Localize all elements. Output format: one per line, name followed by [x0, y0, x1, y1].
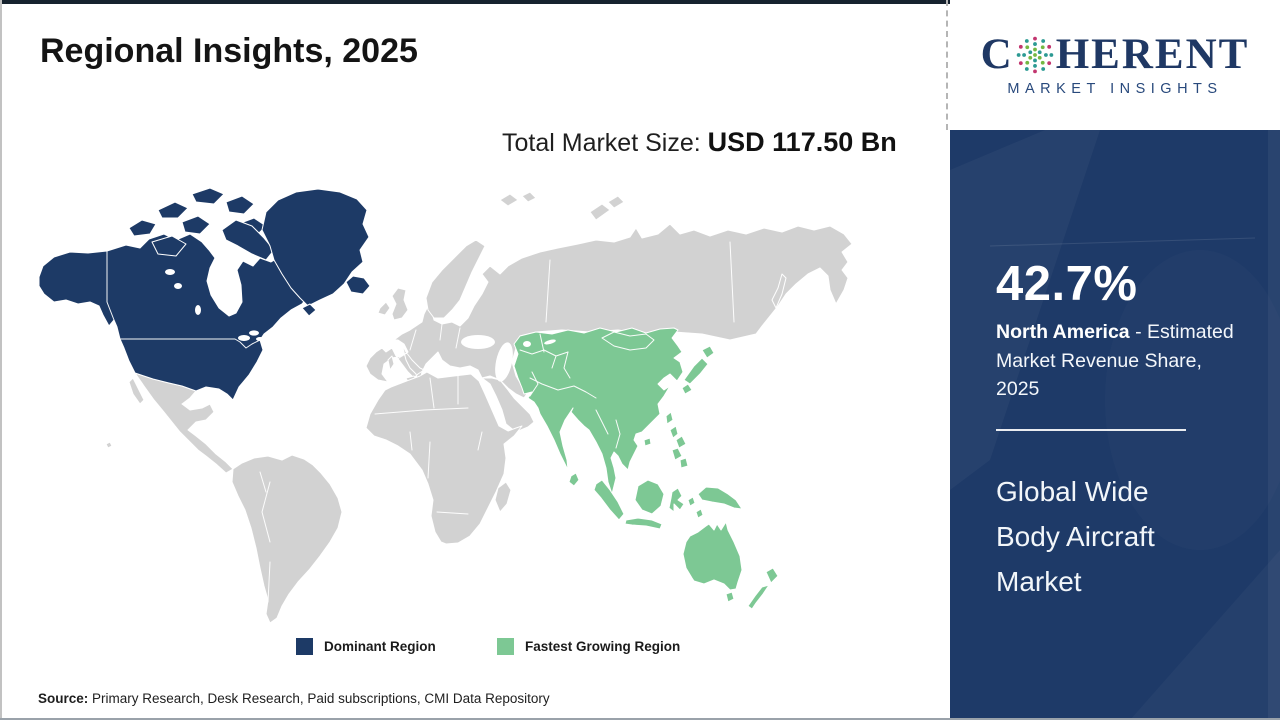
map-sumatra	[593, 479, 625, 521]
source-label: Source:	[38, 691, 89, 706]
total-market-size-value: USD 117.50 Bn	[707, 127, 897, 157]
map-lakes	[165, 269, 264, 341]
map-new-guinea	[697, 486, 743, 510]
map-black-sea	[461, 335, 495, 349]
coherent-logo-globe-icon	[1016, 36, 1053, 73]
map-region-dominant-north-america	[38, 187, 371, 401]
world-map-svg	[38, 187, 853, 624]
map-philippines	[669, 425, 679, 439]
map-borneo	[634, 479, 665, 515]
map-iceland	[345, 275, 371, 295]
market-share-value: 42.7%	[996, 257, 1138, 311]
map-svalbard-2	[521, 191, 537, 203]
map-inland-seas	[461, 335, 556, 382]
market-share-description-text: - Estimated Market Revenue Share, 2025	[996, 321, 1234, 400]
legend-item-dominant: Dominant Region	[296, 638, 436, 655]
world-map	[30, 182, 910, 630]
legend-swatch-fastest-growing	[497, 638, 514, 655]
market-share-description: North America - Estimated Market Revenue…	[996, 318, 1248, 404]
map-aral-sea	[523, 341, 531, 347]
map-hawaii-dot	[105, 441, 113, 449]
top-border	[0, 0, 1280, 4]
legend-item-fastest-growing: Fastest Growing Region	[497, 638, 680, 655]
map-asia-mainland	[513, 327, 684, 495]
sidebar-divider-line	[996, 428, 1186, 431]
map-country-borders-fastest-growing	[519, 331, 655, 449]
total-market-size-label: Total Market Size:	[502, 129, 708, 157]
sidebar-content: 42.7% North America - Estimated Market R…	[950, 130, 1280, 604]
coherent-market-insights-logo: C HERENT	[950, 0, 1280, 130]
map-sardinia	[387, 355, 395, 371]
map-scandinavia	[425, 239, 486, 319]
map-ireland	[377, 301, 391, 316]
map-country-borders-dominant	[106, 250, 261, 349]
bottom-border	[0, 718, 1280, 720]
logo-letters-herent: HERENT	[1055, 31, 1250, 78]
total-market-size: Total Market Size: USD 117.50 Bn	[502, 122, 900, 163]
map-nz-north-island	[765, 567, 779, 584]
sidebar-map-texture	[950, 130, 1280, 720]
map-australia	[682, 521, 743, 591]
map-java	[624, 517, 663, 530]
map-greenland	[261, 188, 370, 307]
map-baffin-island	[221, 219, 275, 261]
map-border-us-canada	[119, 338, 261, 349]
map-region-other	[105, 191, 853, 624]
page-title: Regional Insights, 2025	[40, 32, 418, 70]
map-svalbard	[499, 193, 519, 207]
map-north-america-mainland	[38, 233, 310, 401]
map-country-borders-other	[181, 241, 735, 603]
map-novaya-zemlya-2	[607, 195, 625, 209]
map-south-america	[231, 454, 343, 624]
map-novaya-zemlya	[589, 203, 611, 221]
legend-label-fastest-growing: Fastest Growing Region	[525, 639, 681, 654]
map-japan-honshu	[683, 357, 709, 385]
map-caspian-sea	[495, 342, 513, 382]
logo-letter-c: C	[980, 31, 1014, 78]
report-title: Global Wide Body Aircraft Market	[996, 475, 1155, 597]
map-sakhalin	[771, 273, 787, 309]
map-mexico-central-america	[134, 372, 234, 474]
map-nz-south-island	[747, 584, 770, 610]
map-region-fastest-growing-asia-pacific	[513, 327, 779, 610]
sidebar-panel: 42.7% North America - Estimated Market R…	[950, 130, 1280, 720]
map-japan-kyushu	[681, 383, 693, 395]
logo-wordmark: C HERENT	[981, 33, 1250, 76]
map-arabia	[481, 377, 535, 433]
dashed-divider	[946, 0, 948, 130]
map-uk	[391, 287, 409, 321]
left-border	[0, 0, 2, 720]
map-newfoundland	[301, 303, 317, 317]
map-eurasia	[365, 223, 853, 399]
market-share-region: North America	[996, 321, 1130, 343]
map-border-alaska-canada	[106, 250, 115, 321]
map-sri-lanka	[568, 472, 580, 487]
map-madagascar	[494, 481, 512, 513]
source-text: Primary Research, Desk Research, Paid su…	[88, 691, 550, 706]
logo-tagline: MARKET INSIGHTS	[1007, 81, 1223, 97]
map-sulawesi	[668, 487, 685, 513]
legend-swatch-dominant	[296, 638, 313, 655]
map-baja	[128, 377, 145, 405]
map-lake-balkhash	[544, 339, 556, 345]
map-legend: Dominant Region Fastest Growing Region	[0, 638, 950, 662]
map-japan-hokkaido	[701, 345, 715, 359]
map-tasmania	[725, 591, 735, 603]
source-line: Source: Primary Research, Desk Research,…	[38, 691, 550, 706]
map-africa	[365, 371, 523, 545]
legend-label-dominant: Dominant Region	[324, 639, 436, 654]
